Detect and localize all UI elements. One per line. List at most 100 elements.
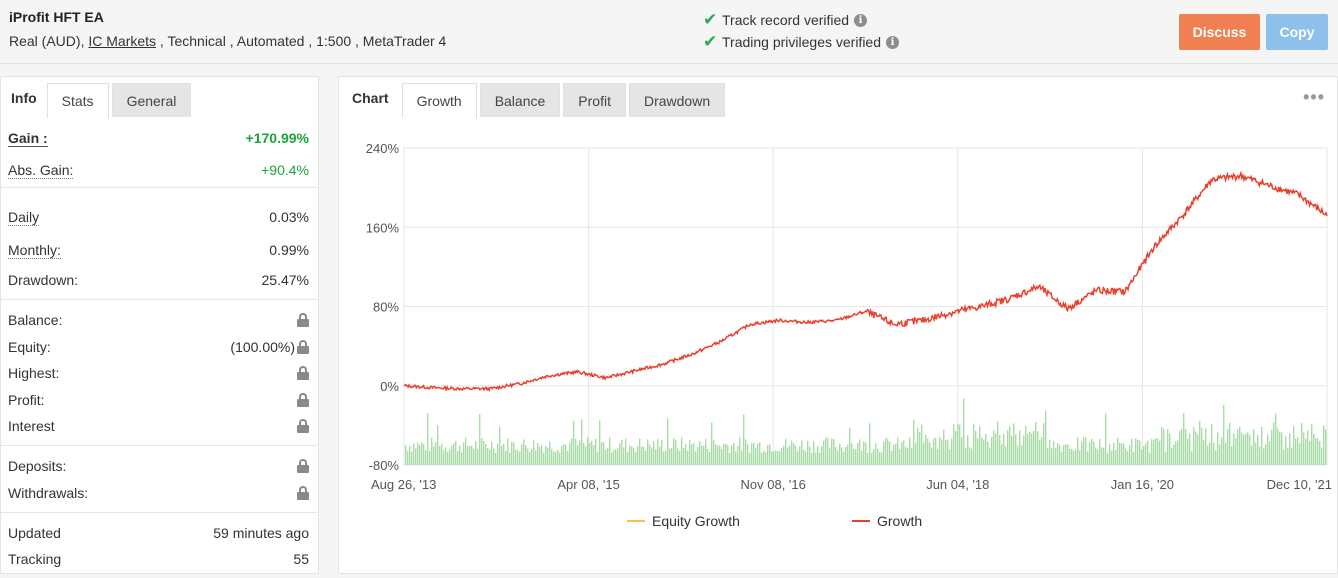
volume-bar	[435, 442, 437, 465]
volume-bar	[1189, 433, 1191, 465]
volume-bar	[709, 452, 711, 465]
volume-bar	[539, 446, 541, 465]
volume-bar	[653, 441, 655, 465]
volume-bar	[1123, 443, 1125, 465]
volume-bar	[695, 451, 697, 465]
broker-link[interactable]: IC Markets	[88, 33, 157, 49]
tab-stats[interactable]: Stats	[46, 83, 109, 118]
volume-bar	[1153, 439, 1155, 465]
volume-bar	[729, 452, 731, 465]
discuss-button[interactable]: Discuss	[1179, 14, 1260, 50]
volume-bar	[887, 438, 889, 465]
volume-bar	[1195, 431, 1197, 465]
volume-bar	[659, 446, 661, 465]
volume-bar	[495, 452, 497, 465]
volume-bar	[405, 445, 407, 465]
volume-bar	[1281, 432, 1283, 465]
copy-button[interactable]: Copy	[1266, 14, 1328, 50]
volume-bar	[771, 451, 773, 465]
lock-icon	[297, 393, 309, 407]
volume-bar	[675, 440, 677, 465]
verification-label: Trading privileges verified	[722, 34, 881, 50]
stat-label[interactable]: Gain :	[8, 129, 48, 147]
tab-balance[interactable]: Balance	[479, 83, 561, 117]
volume-bar	[637, 445, 639, 465]
volume-bar	[933, 438, 935, 465]
volume-bar	[1083, 437, 1085, 465]
stat-label[interactable]: Abs. Gain:	[8, 161, 74, 179]
volume-bar	[647, 439, 649, 465]
stat-value: +170.99%	[245, 130, 309, 146]
volume-bar	[853, 449, 855, 465]
volume-bar	[677, 448, 679, 465]
volume-bar	[965, 447, 967, 465]
volume-bar	[475, 441, 477, 465]
volume-bar	[913, 420, 915, 465]
volume-bar	[783, 445, 785, 465]
volume-bar	[985, 433, 987, 465]
volume-bar	[1079, 450, 1081, 465]
volume-bar	[1259, 446, 1261, 465]
system-meta: Real (AUD), IC Markets , Technical , Aut…	[9, 33, 446, 49]
volume-bar	[897, 437, 899, 465]
legend-equity-growth[interactable]: Equity Growth	[627, 513, 740, 529]
lock-icon	[297, 459, 309, 473]
volume-bar	[567, 451, 569, 465]
system-header: iProfit HFT EA Real (AUD), IC Markets , …	[0, 0, 1338, 64]
tab-general[interactable]: General	[111, 83, 192, 117]
stat-label[interactable]: Daily	[8, 208, 40, 226]
info-icon[interactable]: i	[854, 13, 868, 27]
volume-bar	[791, 440, 793, 465]
volume-bar	[545, 445, 547, 465]
info-icon[interactable]: i	[886, 35, 899, 49]
volume-bar	[833, 439, 835, 465]
volume-bar	[1223, 404, 1225, 465]
legend-growth[interactable]: Growth	[852, 513, 922, 529]
volume-bar	[1065, 444, 1067, 465]
volume-bar	[1183, 413, 1185, 465]
volume-bar	[699, 440, 701, 465]
volume-bar	[769, 444, 771, 465]
volume-bar	[1269, 441, 1271, 465]
volume-bar	[1295, 438, 1297, 465]
volume-bar	[441, 444, 443, 465]
volume-bar	[513, 442, 515, 465]
y-tick-label: -80%	[369, 458, 400, 473]
volume-bar	[1013, 423, 1015, 465]
volume-bar	[487, 447, 489, 465]
volume-bar	[683, 447, 685, 465]
volume-bar	[631, 446, 633, 465]
volume-bar	[1231, 446, 1233, 465]
tab-drawdown[interactable]: Drawdown	[628, 83, 726, 117]
volume-bar	[1097, 449, 1099, 465]
volume-bar	[865, 442, 867, 465]
more-options-icon[interactable]: •••	[1303, 87, 1325, 107]
volume-bar	[515, 449, 517, 465]
volume-bar	[581, 419, 583, 465]
volume-bar	[657, 438, 659, 465]
volume-bar	[439, 445, 441, 465]
volume-bar	[717, 445, 719, 465]
volume-bar	[527, 448, 529, 465]
volume-bar	[1199, 421, 1201, 465]
volume-bar	[925, 434, 927, 465]
volume-bar	[779, 451, 781, 465]
volume-bar	[797, 451, 799, 465]
stat-highest: Highest:	[8, 364, 309, 382]
volume-bar	[1315, 437, 1317, 465]
stats-tabbar: Info Stats General	[1, 77, 194, 118]
volume-bar	[743, 414, 745, 465]
volume-bar	[1255, 442, 1257, 465]
volume-bar	[1127, 451, 1129, 465]
volume-bar	[837, 450, 839, 465]
volume-bar	[957, 424, 959, 465]
track-record-verified: ✔ Track record verified i	[703, 10, 868, 30]
tab-growth[interactable]: Growth	[401, 83, 477, 118]
growth-chart: 240% 160% 80% 0% -80% Aug 26, '13 Apr 08, '15 N…	[339, 117, 1337, 573]
chart-tabbar: Chart Growth Balance Profit Drawdown	[339, 77, 728, 118]
volume-bar	[737, 446, 739, 465]
stat-label[interactable]: Monthly:	[8, 241, 61, 259]
volume-bar	[1193, 427, 1195, 465]
tab-profit[interactable]: Profit	[563, 83, 626, 117]
divider	[1, 445, 317, 446]
